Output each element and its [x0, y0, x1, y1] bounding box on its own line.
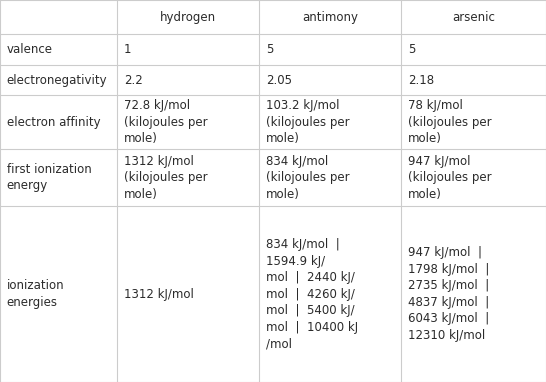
Text: 1: 1 [124, 43, 132, 56]
Text: 5: 5 [408, 43, 416, 56]
Text: ionization
energies: ionization energies [7, 279, 64, 309]
Text: 103.2 kJ/mol
(kilojoules per
mole): 103.2 kJ/mol (kilojoules per mole) [266, 99, 349, 145]
Text: 5: 5 [266, 43, 274, 56]
Text: 1312 kJ/mol
(kilojoules per
mole): 1312 kJ/mol (kilojoules per mole) [124, 155, 207, 201]
Text: electronegativity: electronegativity [7, 74, 107, 87]
Text: antimony: antimony [302, 11, 358, 24]
Text: 2.18: 2.18 [408, 74, 434, 87]
Text: 72.8 kJ/mol
(kilojoules per
mole): 72.8 kJ/mol (kilojoules per mole) [124, 99, 207, 145]
Text: electron affinity: electron affinity [7, 116, 100, 129]
Text: 2.05: 2.05 [266, 74, 292, 87]
Text: 947 kJ/mol  |
1798 kJ/mol  |
2735 kJ/mol  |
4837 kJ/mol  |
6043 kJ/mol  |
12310 : 947 kJ/mol | 1798 kJ/mol | 2735 kJ/mol |… [408, 246, 489, 342]
Text: 834 kJ/mol
(kilojoules per
mole): 834 kJ/mol (kilojoules per mole) [266, 155, 349, 201]
Text: valence: valence [7, 43, 52, 56]
Text: 78 kJ/mol
(kilojoules per
mole): 78 kJ/mol (kilojoules per mole) [408, 99, 491, 145]
Text: arsenic: arsenic [452, 11, 495, 24]
Text: 1312 kJ/mol: 1312 kJ/mol [124, 288, 194, 301]
Text: hydrogen: hydrogen [161, 11, 216, 24]
Text: 2.2: 2.2 [124, 74, 143, 87]
Text: first ionization
energy: first ionization energy [7, 163, 91, 193]
Text: 834 kJ/mol  |
1594.9 kJ/
mol  |  2440 kJ/
mol  |  4260 kJ/
mol  |  5400 kJ/
mol : 834 kJ/mol | 1594.9 kJ/ mol | 2440 kJ/ m… [266, 238, 358, 350]
Text: 947 kJ/mol
(kilojoules per
mole): 947 kJ/mol (kilojoules per mole) [408, 155, 491, 201]
